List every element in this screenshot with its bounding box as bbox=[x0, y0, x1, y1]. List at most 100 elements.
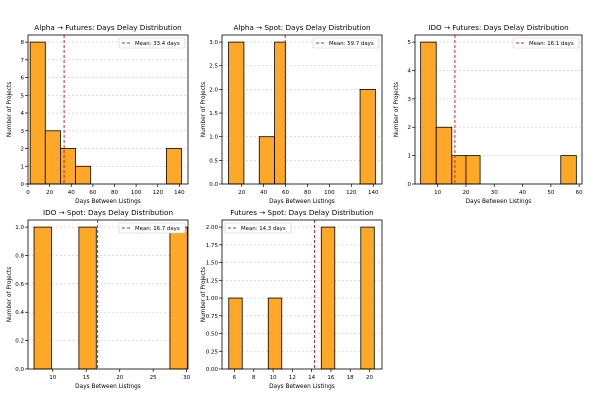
legend-mean-label: Mean: 14.3 days bbox=[241, 226, 286, 232]
y-tick-label: 2 bbox=[408, 125, 412, 131]
y-axis-label: Number of Projects bbox=[7, 267, 13, 322]
y-tick-label: 4 bbox=[408, 68, 412, 74]
y-tick-label: 0.0 bbox=[15, 367, 24, 373]
x-axis-label: Days Between Listings bbox=[466, 199, 532, 205]
histogram-bar bbox=[60, 148, 76, 185]
histogram-bar bbox=[228, 297, 243, 370]
histogram-bar bbox=[360, 226, 375, 370]
x-tick-label: 80 bbox=[304, 190, 311, 196]
x-tick-label: 40 bbox=[519, 190, 526, 196]
y-tick-label: 0.4 bbox=[15, 310, 24, 316]
x-tick-label: 30 bbox=[183, 375, 190, 381]
y-tick-label: 1.5 bbox=[209, 111, 218, 117]
legend-box bbox=[118, 37, 186, 49]
histogram-bar bbox=[78, 226, 97, 370]
histogram-bar bbox=[258, 136, 276, 185]
y-tick-label: 3.0 bbox=[209, 40, 218, 46]
panel-futures-spot: 6 8 10 12 14 16 18 20 0.00 0.25 0.50 0.75 1.00 1.25 1.… bbox=[201, 208, 383, 390]
x-tick-label: 18 bbox=[347, 375, 354, 381]
y-tick-label: 0 bbox=[21, 182, 25, 188]
y-tick-label: 1.50 bbox=[206, 261, 219, 267]
x-tick-label: 100 bbox=[131, 190, 142, 196]
y-tick-label: 8 bbox=[21, 40, 25, 46]
panel-ido-spot: 10 15 20 25 30 0.0 0.2 0.4 0.6 0.8 1.0 IDO → Spot:… bbox=[7, 208, 191, 390]
plot-frame bbox=[221, 34, 383, 185]
histogram-bar bbox=[420, 41, 437, 185]
x-tick-label: 60 bbox=[282, 190, 289, 196]
x-axis-label: Days Between Listings bbox=[269, 199, 335, 205]
y-tick-label: 0.5 bbox=[209, 158, 218, 164]
y-tick-label: 2.0 bbox=[209, 87, 218, 93]
x-tick-label: 10 bbox=[49, 375, 56, 381]
histogram-bar bbox=[75, 165, 92, 185]
histogram-bar bbox=[359, 88, 376, 185]
histogram-bar bbox=[560, 155, 577, 185]
x-tick-label: 16 bbox=[327, 375, 334, 381]
y-tick-label: 5 bbox=[21, 93, 25, 99]
plot-frame bbox=[27, 34, 189, 185]
y-tick-label: 0.0 bbox=[209, 182, 218, 188]
y-axis-label: Number of Projects bbox=[201, 267, 207, 322]
histogram-bar bbox=[33, 226, 52, 370]
x-tick-label: 140 bbox=[174, 190, 185, 196]
x-tick-label: 40 bbox=[68, 190, 75, 196]
histogram-bar bbox=[274, 41, 286, 185]
x-tick-label: 120 bbox=[346, 190, 357, 196]
y-tick-label: 3 bbox=[21, 129, 25, 135]
y-tick-label: 1.0 bbox=[15, 225, 24, 231]
histogram-bar bbox=[435, 126, 453, 185]
x-tick-label: 15 bbox=[83, 375, 90, 381]
y-tick-label: 0.8 bbox=[15, 253, 24, 259]
y-tick-label: 1.25 bbox=[206, 278, 219, 284]
y-tick-label: 0.50 bbox=[206, 332, 219, 338]
x-tick-label: 120 bbox=[152, 190, 163, 196]
chart-title: IDO → Spot: Days Delay Distribution bbox=[43, 208, 173, 217]
histogram-bar bbox=[44, 130, 61, 185]
legend-mean-label: Mean: 16.1 days bbox=[529, 41, 574, 47]
x-tick-label: 8 bbox=[252, 375, 256, 381]
x-tick-label: 20 bbox=[46, 190, 53, 196]
histogram-bar bbox=[267, 297, 283, 370]
y-tick-label: 2.5 bbox=[209, 64, 218, 70]
histogram-bar bbox=[320, 226, 336, 370]
x-tick-label: 80 bbox=[111, 190, 118, 196]
histogram-bar bbox=[228, 41, 245, 185]
x-tick-label: 140 bbox=[368, 190, 379, 196]
chart-title: Alpha → Futures: Days Delay Distribution bbox=[34, 23, 181, 32]
plot-frame bbox=[27, 219, 189, 370]
y-axis-label: Number of Projects bbox=[394, 82, 400, 137]
y-tick-label: 3 bbox=[408, 97, 412, 103]
histogram-bar bbox=[451, 155, 467, 185]
legend-box bbox=[118, 222, 186, 234]
y-tick-label: 0.75 bbox=[206, 314, 219, 320]
y-tick-label: 1 bbox=[21, 164, 25, 170]
y-tick-label: 0.25 bbox=[206, 349, 219, 355]
chart-title: Alpha → Spot: Days Delay Distribution bbox=[233, 23, 370, 32]
y-tick-label: 1.75 bbox=[206, 243, 219, 249]
x-axis-label: Days Between Listings bbox=[75, 384, 141, 390]
y-tick-label: 6 bbox=[21, 76, 25, 82]
y-tick-label: 4 bbox=[21, 111, 25, 117]
legend-box bbox=[312, 37, 380, 49]
histogram-bar bbox=[465, 155, 481, 185]
x-tick-label: 30 bbox=[491, 190, 498, 196]
x-tick-label: 100 bbox=[324, 190, 335, 196]
x-tick-label: 50 bbox=[547, 190, 554, 196]
x-tick-label: 20 bbox=[238, 190, 245, 196]
y-tick-label: 0.00 bbox=[206, 367, 219, 373]
legend-mean-label: Mean: 59.7 days bbox=[329, 41, 374, 47]
y-tick-label: 2.00 bbox=[206, 225, 219, 231]
x-tick-label: 60 bbox=[576, 190, 583, 196]
y-tick-label: 1 bbox=[408, 154, 412, 160]
x-tick-label: 25 bbox=[150, 375, 157, 381]
y-tick-label: 5 bbox=[408, 40, 412, 46]
x-tick-label: 60 bbox=[89, 190, 96, 196]
y-tick-label: 0 bbox=[408, 182, 412, 188]
y-tick-label: 0.2 bbox=[15, 339, 24, 345]
plot-frame bbox=[414, 34, 583, 185]
x-tick-label: 10 bbox=[434, 190, 441, 196]
legend-box bbox=[512, 37, 580, 49]
y-axis-label: Number of Projects bbox=[7, 82, 13, 137]
legend-box bbox=[224, 222, 292, 234]
